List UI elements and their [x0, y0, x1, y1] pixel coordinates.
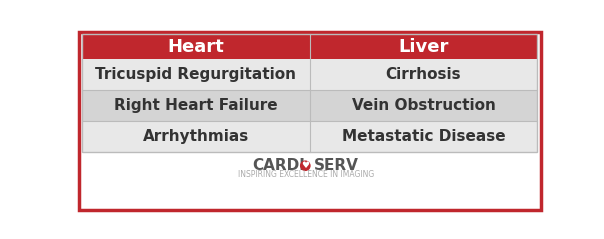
Text: Right Heart Failure: Right Heart Failure [114, 98, 277, 113]
Text: Heart: Heart [167, 38, 224, 56]
Text: INSPIRING EXCELLENCE IN IMAGING: INSPIRING EXCELLENCE IN IMAGING [237, 170, 374, 179]
Text: CARDI: CARDI [252, 158, 305, 173]
FancyBboxPatch shape [79, 32, 541, 210]
FancyBboxPatch shape [82, 121, 310, 152]
FancyBboxPatch shape [310, 90, 538, 121]
FancyBboxPatch shape [82, 60, 310, 90]
Text: ♥: ♥ [301, 161, 309, 170]
Text: Metastatic Disease: Metastatic Disease [342, 129, 506, 144]
Text: Vein Obstruction: Vein Obstruction [352, 98, 495, 113]
Circle shape [301, 161, 310, 170]
FancyBboxPatch shape [310, 60, 538, 90]
FancyBboxPatch shape [310, 121, 538, 152]
Text: Liver: Liver [398, 38, 449, 56]
FancyBboxPatch shape [82, 90, 310, 121]
FancyBboxPatch shape [310, 34, 538, 60]
Text: Tricuspid Regurgitation: Tricuspid Regurgitation [95, 67, 296, 82]
Text: Cirrhosis: Cirrhosis [386, 67, 461, 82]
Text: SERV: SERV [313, 158, 358, 173]
FancyBboxPatch shape [82, 34, 310, 60]
Text: Arrhythmias: Arrhythmias [143, 129, 249, 144]
